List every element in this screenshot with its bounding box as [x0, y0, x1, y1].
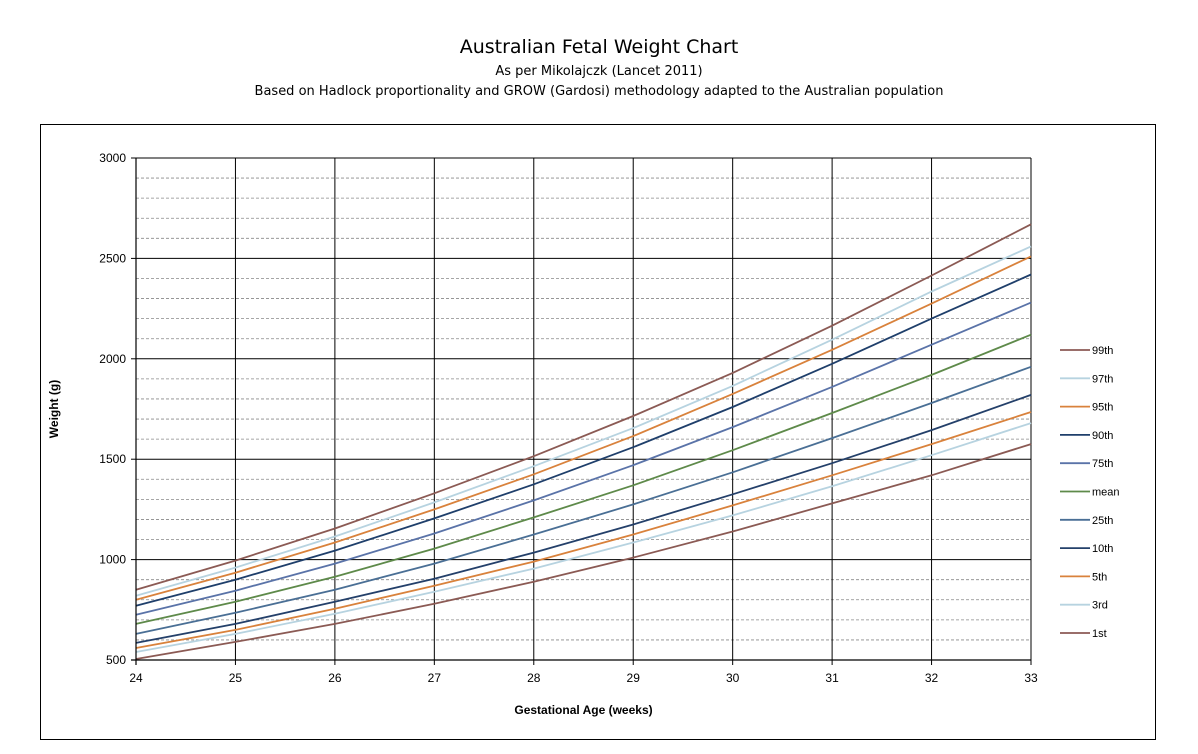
- series-line-95th: [135, 255, 1032, 601]
- y-tick-label: 2000: [99, 352, 126, 366]
- y-tick-label: 500: [106, 653, 126, 667]
- legend-label-5th: 5th: [1092, 571, 1107, 583]
- chart-subtitle: As per Mikolajczk (Lancet 2011): [495, 64, 703, 79]
- x-tick-label: 24: [129, 671, 143, 685]
- grid: [135, 157, 1032, 661]
- series-line-10th: [135, 394, 1032, 644]
- legend-label-1st: 1st: [1092, 628, 1107, 640]
- y-axis-title: Weight (g): [47, 380, 61, 438]
- x-tick-label: 28: [527, 671, 541, 685]
- x-tick-label: 27: [428, 671, 442, 685]
- series-lines: [135, 223, 1032, 660]
- chart-area: [40, 124, 1156, 740]
- series-line-75th: [135, 301, 1032, 616]
- legend-label-97th: 97th: [1092, 373, 1113, 385]
- legend-label-mean: mean: [1092, 487, 1120, 499]
- legend: 99th 97th 95th 90th 75th mean 25th 10th 5th 3rd 1s…: [1060, 345, 1120, 640]
- legend-label-99th: 99th: [1092, 345, 1113, 357]
- chart-title: Australian Fetal Weight Chart: [459, 36, 739, 58]
- series-line-3rd: [135, 422, 1032, 653]
- series-line-mean: [135, 333, 1032, 625]
- x-tick-label: 32: [925, 671, 939, 685]
- x-tick-label: 29: [627, 671, 641, 685]
- legend-label-75th: 75th: [1092, 458, 1113, 470]
- series-line-1st: [135, 443, 1032, 660]
- x-tick-label: 25: [229, 671, 243, 685]
- x-tick-label: 26: [328, 671, 342, 685]
- axes: 500 1000 1500 2000 2500 3000 24 25 26 27 28 29 30 31 3…: [99, 151, 1038, 685]
- x-tick-label: 31: [825, 671, 839, 685]
- legend-label-90th: 90th: [1092, 430, 1113, 442]
- y-tick-label: 2500: [99, 251, 126, 265]
- x-tick-label: 33: [1024, 671, 1038, 685]
- series-line-90th: [135, 273, 1032, 607]
- x-axis-title: Gestational Age (weeks): [514, 703, 652, 717]
- series-line-97th: [135, 245, 1032, 597]
- series-line-5th: [135, 411, 1032, 649]
- y-tick-label: 1500: [99, 452, 126, 466]
- legend-label-25th: 25th: [1092, 515, 1113, 527]
- legend-label-10th: 10th: [1092, 543, 1113, 555]
- series-line-25th: [135, 365, 1032, 635]
- legend-label-95th: 95th: [1092, 402, 1113, 414]
- chart-subtitle-2: Based on Hadlock proportionality and GRO…: [254, 84, 944, 99]
- x-tick-label: 30: [726, 671, 740, 685]
- y-tick-label: 1000: [99, 553, 126, 567]
- legend-label-3rd: 3rd: [1092, 600, 1108, 612]
- y-tick-label: 3000: [99, 151, 126, 165]
- series-line-99th: [135, 223, 1032, 591]
